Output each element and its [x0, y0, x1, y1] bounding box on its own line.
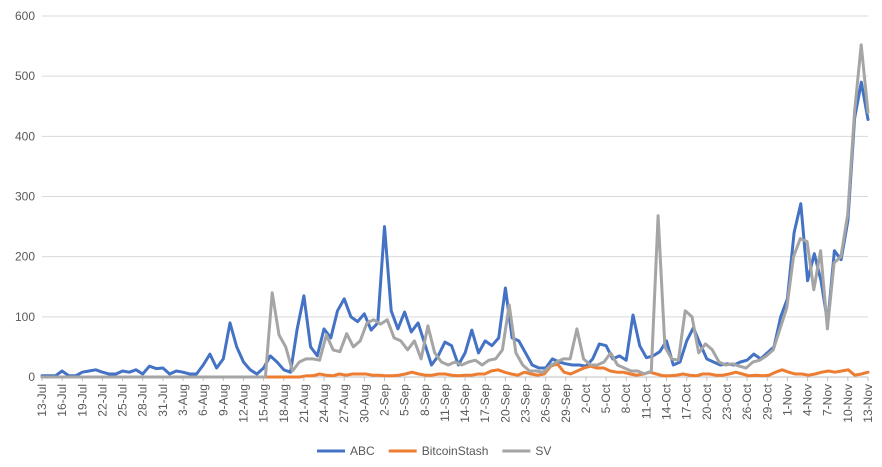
x-tick-label: 13-Nov	[861, 384, 875, 423]
x-tick-label: 17-Oct	[680, 383, 694, 420]
x-tick-label: 5-Sep	[398, 384, 412, 416]
x-tick-label: 11-Oct	[639, 383, 653, 419]
x-tick-label: 12-Aug	[236, 384, 250, 423]
x-tick-label: 4-Nov	[801, 384, 815, 416]
x-tick-label: 30-Aug	[357, 384, 371, 423]
x-tick-label: 24-Aug	[317, 384, 331, 423]
x-tick-label: 5-Oct	[599, 383, 613, 413]
x-tick-label: 2-Sep	[377, 384, 391, 416]
x-tick-label: 27-Aug	[337, 384, 351, 423]
x-tick-label: 20-Oct	[700, 383, 714, 420]
x-tick-label: 20-Sep	[498, 384, 512, 423]
legend-label-sv: SV	[535, 444, 551, 458]
y-tick-label: 200	[15, 250, 35, 264]
x-tick-label: 14-Sep	[458, 384, 472, 423]
y-tick-label: 400	[15, 129, 35, 143]
y-tick-label: 600	[15, 9, 35, 23]
x-tick-label: 11-Sep	[438, 384, 452, 422]
x-tick-label: 22-Jul	[95, 384, 109, 417]
x-tick-label: 23-Oct	[720, 383, 734, 420]
y-tick-label: 0	[28, 370, 35, 384]
x-tick-label: 13-Jul	[35, 384, 49, 417]
x-axis-tick-labels: 13-Jul 16-Jul 19-Jul 22-Jul 25-Jul 28-Jul 31-J…	[35, 377, 875, 423]
series-line-sv	[40, 43, 870, 379]
x-tick-label: 3-Aug	[176, 384, 190, 416]
x-tick-label: 31-Jul	[156, 384, 170, 417]
x-tick-label: 21-Aug	[297, 384, 311, 423]
y-axis-tick-labels: 0 100 200 300 400 500 600	[15, 9, 35, 384]
series-line-abc	[40, 80, 870, 378]
x-tick-label: 7-Nov	[821, 384, 835, 416]
x-tick-label: 26-Sep	[539, 384, 553, 423]
x-tick-label: 9-Aug	[216, 384, 230, 416]
x-tick-label: 16-Jul	[55, 384, 69, 417]
series-lines	[40, 43, 870, 379]
legend: ABC BitcoinStash SV	[317, 444, 551, 458]
x-tick-label: 8-Sep	[418, 384, 432, 416]
x-tick-label: 19-Jul	[75, 384, 89, 417]
x-tick-label: 17-Sep	[478, 384, 492, 423]
x-tick-label: 14-Oct	[660, 383, 674, 420]
legend-label-abc: ABC	[350, 444, 375, 458]
y-tick-label: 300	[15, 190, 35, 204]
x-tick-label: 26-Oct	[740, 383, 754, 420]
x-tick-label: 28-Jul	[136, 384, 150, 417]
y-tick-label: 100	[15, 310, 35, 324]
legend-label-bitcoinstash: BitcoinStash	[422, 444, 489, 458]
x-tick-label: 15-Aug	[257, 384, 271, 423]
x-tick-label: 1-Nov	[780, 384, 794, 416]
x-tick-label: 18-Aug	[277, 384, 291, 423]
y-tick-label: 500	[15, 69, 35, 83]
x-tick-label: 8-Oct	[619, 383, 633, 413]
x-tick-label: 6-Aug	[196, 384, 210, 416]
x-tick-label: 10-Nov	[841, 384, 855, 423]
x-tick-label: 25-Jul	[116, 384, 130, 417]
gridlines	[42, 15, 868, 378]
x-tick-label: 29-Sep	[559, 384, 573, 423]
x-tick-label: 29-Oct	[760, 383, 774, 420]
x-tick-label: 23-Sep	[519, 384, 533, 423]
x-tick-label: 2-Oct	[579, 383, 593, 413]
